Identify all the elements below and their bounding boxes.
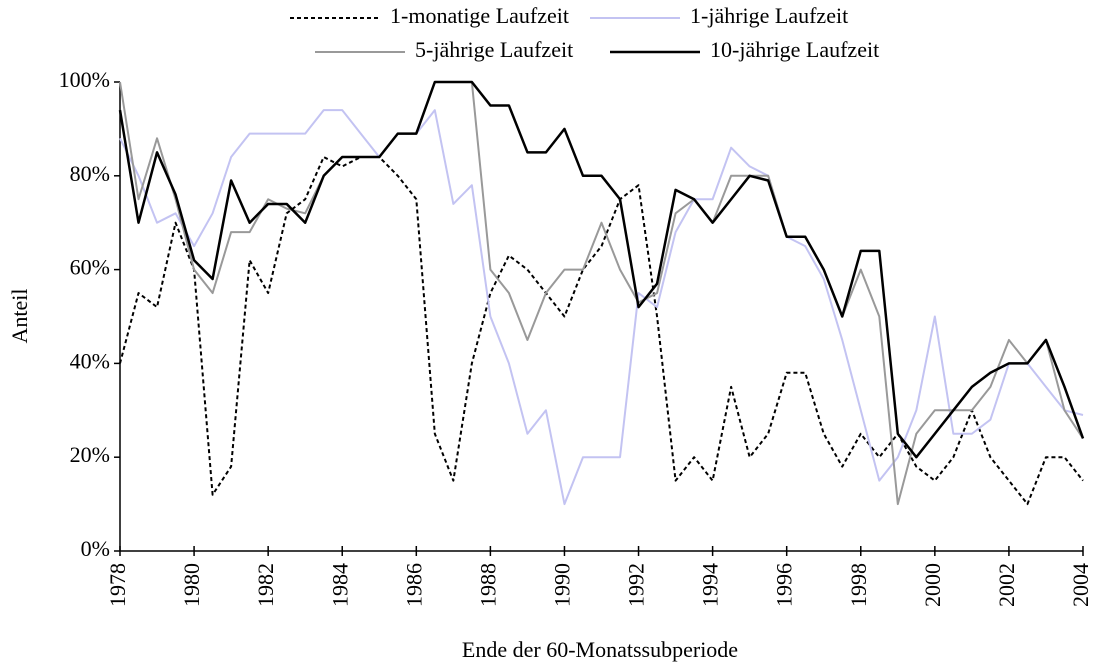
y-tick-label: 20% — [70, 442, 110, 467]
legend-label: 10-jährige Laufzeit — [710, 37, 879, 62]
y-tick-label: 0% — [81, 536, 110, 561]
x-tick-label: 2002 — [994, 563, 1019, 607]
x-tick-label: 1990 — [550, 563, 575, 607]
x-tick-label: 1994 — [698, 563, 723, 607]
x-tick-label: 1998 — [846, 563, 871, 607]
line-series — [119, 109, 1084, 506]
line-series — [119, 81, 1084, 506]
x-axis-label: Ende der 60-Monatssubperiode — [462, 637, 738, 662]
legend-label: 5-jährige Laufzeit — [415, 37, 573, 62]
x-tick-label: 2004 — [1068, 563, 1093, 607]
y-tick-label: 80% — [70, 161, 110, 186]
x-tick-label: 1996 — [772, 563, 797, 607]
x-tick-label: 2000 — [920, 563, 945, 607]
x-tick-label: 1982 — [253, 563, 278, 607]
legend-label: 1-monatige Laufzeit — [390, 3, 569, 28]
x-tick-label: 1988 — [475, 563, 500, 607]
line-series — [118, 80, 1085, 459]
x-tick-label: 1978 — [105, 563, 130, 607]
y-tick-label: 100% — [59, 67, 110, 92]
x-tick-label: 1980 — [179, 563, 204, 607]
legend-label: 1-jährige Laufzeit — [690, 3, 848, 28]
y-tick-label: 60% — [70, 255, 110, 280]
y-axis-label: Anteil — [7, 289, 32, 344]
x-tick-label: 1992 — [624, 563, 649, 607]
line-series — [119, 156, 1084, 506]
x-tick-label: 1986 — [401, 563, 426, 607]
y-tick-label: 40% — [70, 348, 110, 373]
x-tick-label: 1984 — [327, 563, 352, 607]
